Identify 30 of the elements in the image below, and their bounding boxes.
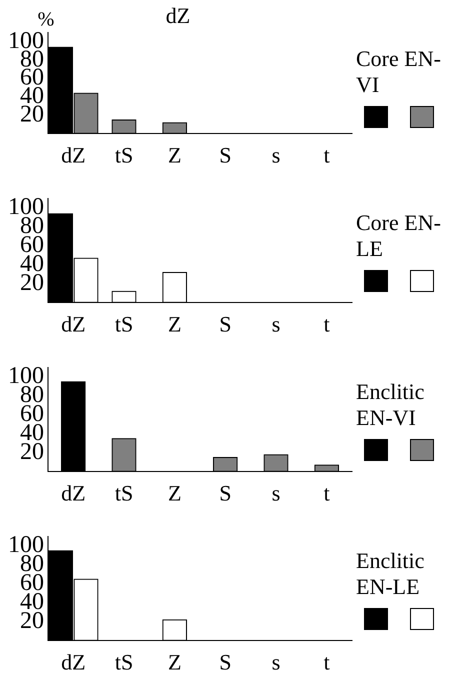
x-tick-label: tS — [114, 480, 134, 506]
legend-title: Enclitic EN-VI — [356, 379, 426, 431]
x-tick-label: Z — [168, 480, 182, 506]
x-tick-label: t — [324, 312, 330, 337]
x-tick-label: tS — [114, 312, 134, 337]
x-tick-label: s — [272, 312, 280, 337]
x-tick-label: S — [219, 142, 232, 168]
x-tick-label: t — [324, 480, 330, 506]
x-tick-label: S — [219, 480, 232, 506]
x-tick-label: s — [272, 142, 280, 168]
x-tick-label: Z — [168, 142, 182, 168]
legend-title: Enclitic EN-LE — [356, 548, 426, 600]
x-tick-label: t — [324, 650, 330, 675]
x-tick-label: t — [324, 142, 330, 168]
x-tick-label: dZ — [61, 480, 86, 506]
x-tick-label: Z — [168, 650, 182, 675]
x-tick-label: dZ — [61, 650, 86, 675]
chart-title: dZ — [166, 2, 190, 28]
x-tick-label: tS — [114, 650, 134, 675]
x-tick-label: s — [272, 650, 280, 675]
x-tick-label: dZ — [61, 312, 86, 337]
y-axis-title: % — [38, 8, 54, 31]
legend-title: Core EN-VI — [356, 46, 442, 98]
legend-title: Core EN-LE — [356, 210, 442, 262]
x-tick-label: dZ — [61, 142, 86, 168]
x-tick-label: s — [272, 480, 280, 506]
x-tick-label: tS — [114, 142, 134, 168]
x-tick-label: S — [219, 312, 232, 337]
x-tick-label: Z — [168, 312, 182, 337]
x-tick-label: S — [219, 650, 232, 675]
